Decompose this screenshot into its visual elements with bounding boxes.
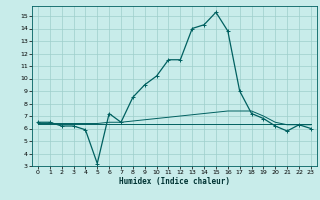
X-axis label: Humidex (Indice chaleur): Humidex (Indice chaleur) xyxy=(119,177,230,186)
